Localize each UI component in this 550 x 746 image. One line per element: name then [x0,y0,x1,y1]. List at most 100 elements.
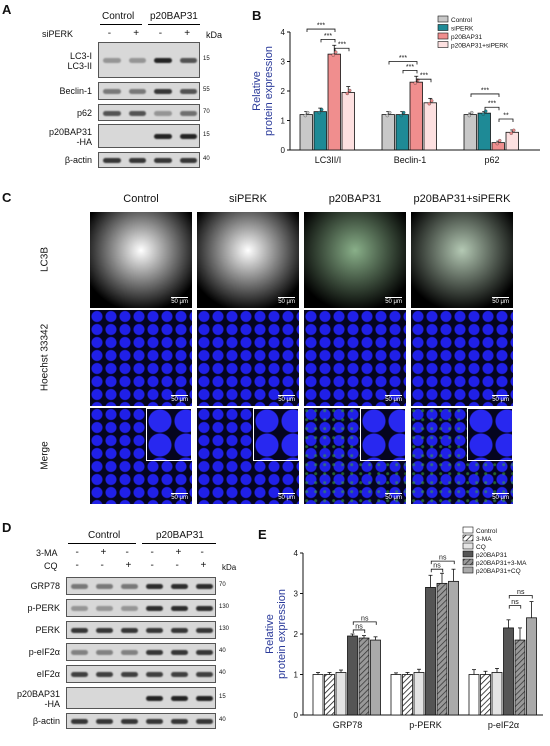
bar [370,639,381,716]
significance-label: ns [517,589,525,596]
micrograph: 50 μm [90,212,192,308]
blot-row-label: β-actin [32,716,60,726]
panel-label-c: C [2,190,12,205]
y-tick-label: 1 [281,117,286,126]
panel-label-b: B [252,8,262,23]
blot-row-label: Beclin-1 [59,86,92,96]
scale-bar: 50 μm [171,297,188,305]
micrograph: 50 μm [197,212,299,308]
band [128,158,146,163]
significance-label: *** [481,87,489,94]
legend-swatch [437,24,449,31]
legend-swatch [437,15,449,23]
scale-line [278,395,295,396]
y-tick-label: 2 [294,630,299,639]
significance-bracket [508,605,522,609]
band [103,58,121,63]
data-point [303,113,307,118]
blot-strip [66,713,216,729]
data-point [430,99,434,103]
band [171,696,188,701]
bar [313,111,327,151]
bar [327,53,341,151]
significance-label: ns [433,563,441,570]
band [121,584,138,589]
micrograph: 50 μm [411,212,513,308]
treat-mark: - [125,547,129,558]
scale-bar: 50 μm [492,297,509,305]
panel-label-e: E [258,527,267,542]
micrograph: 50 μm [411,310,513,406]
y-tick-label: 0 [294,711,299,720]
band [96,584,113,589]
x-tick-label: Beclin-1 [394,155,427,165]
kda-label: kDa [206,30,223,40]
data-point [512,128,516,132]
data-point [498,138,502,143]
scale-bar: 50 μm [385,297,402,305]
group-line [142,543,216,544]
bar [390,674,402,716]
significance-bracket [470,93,500,97]
bar [402,674,413,716]
band [121,719,138,724]
scale-label: 50 μm [278,299,295,305]
scale-bar: 50 μm [492,395,509,403]
significance-label: ns [439,555,447,562]
blot-strip [66,665,216,683]
y-tick-label: 2 [281,87,286,96]
band [128,58,146,63]
blot-strip [98,104,200,121]
y-tick-label: 3 [281,58,286,67]
significance-bracket [352,629,366,633]
legend-label: siPERK [451,26,474,33]
data-point [509,131,513,135]
scale-line [385,395,402,396]
treat-mark: - [75,547,79,558]
band [179,110,197,116]
legend-label: Control [476,528,498,535]
x-tick-label: p62 [484,155,499,165]
row-label: Hoechst 33342 [39,323,51,392]
legend-label: p20BAP31 [476,552,507,559]
bar [335,672,347,716]
band [179,158,197,163]
blot-row-label: p-eIF2α [28,647,60,657]
y-axis-label: protein expression [263,46,275,136]
zoom-inset [360,408,406,461]
blot-row-label: p20BAP31 -HA [48,127,92,147]
blot-strip [98,152,200,168]
scale-line [278,493,295,494]
band [96,650,113,655]
column-header: siPERK [229,193,267,205]
data-point [481,112,485,116]
data-point [484,109,488,113]
scale-line [385,297,402,298]
micrograph: 50 μm [304,310,406,406]
x-tick-label: p-PERK [409,720,442,730]
group-p20bap31-label: p20BAP31 [156,530,204,541]
group-line [68,543,136,544]
panel-label-d: D [2,520,12,535]
band [196,696,213,701]
blot-row-label: eIF2α [36,669,60,679]
treat-mark: + [133,28,140,39]
band [103,110,121,116]
micrograph: 50 μm [304,408,406,504]
scale-line [385,493,402,494]
treat-mark: - [100,560,104,571]
treat-mark: - [150,560,154,571]
band [146,628,163,633]
significance-bracket [334,47,350,52]
column-header: p20BAP31+siPERK [413,193,511,205]
legend-swatch [462,534,474,542]
bar [503,627,514,716]
treat-mark: + [184,28,191,39]
blot-row-label: LC3-I LC3-II [67,51,92,71]
row-label: Merge [39,441,51,470]
band [154,58,172,63]
band [146,672,163,677]
significance-label: ns [361,615,369,622]
band [179,134,197,139]
scale-line [492,493,509,494]
